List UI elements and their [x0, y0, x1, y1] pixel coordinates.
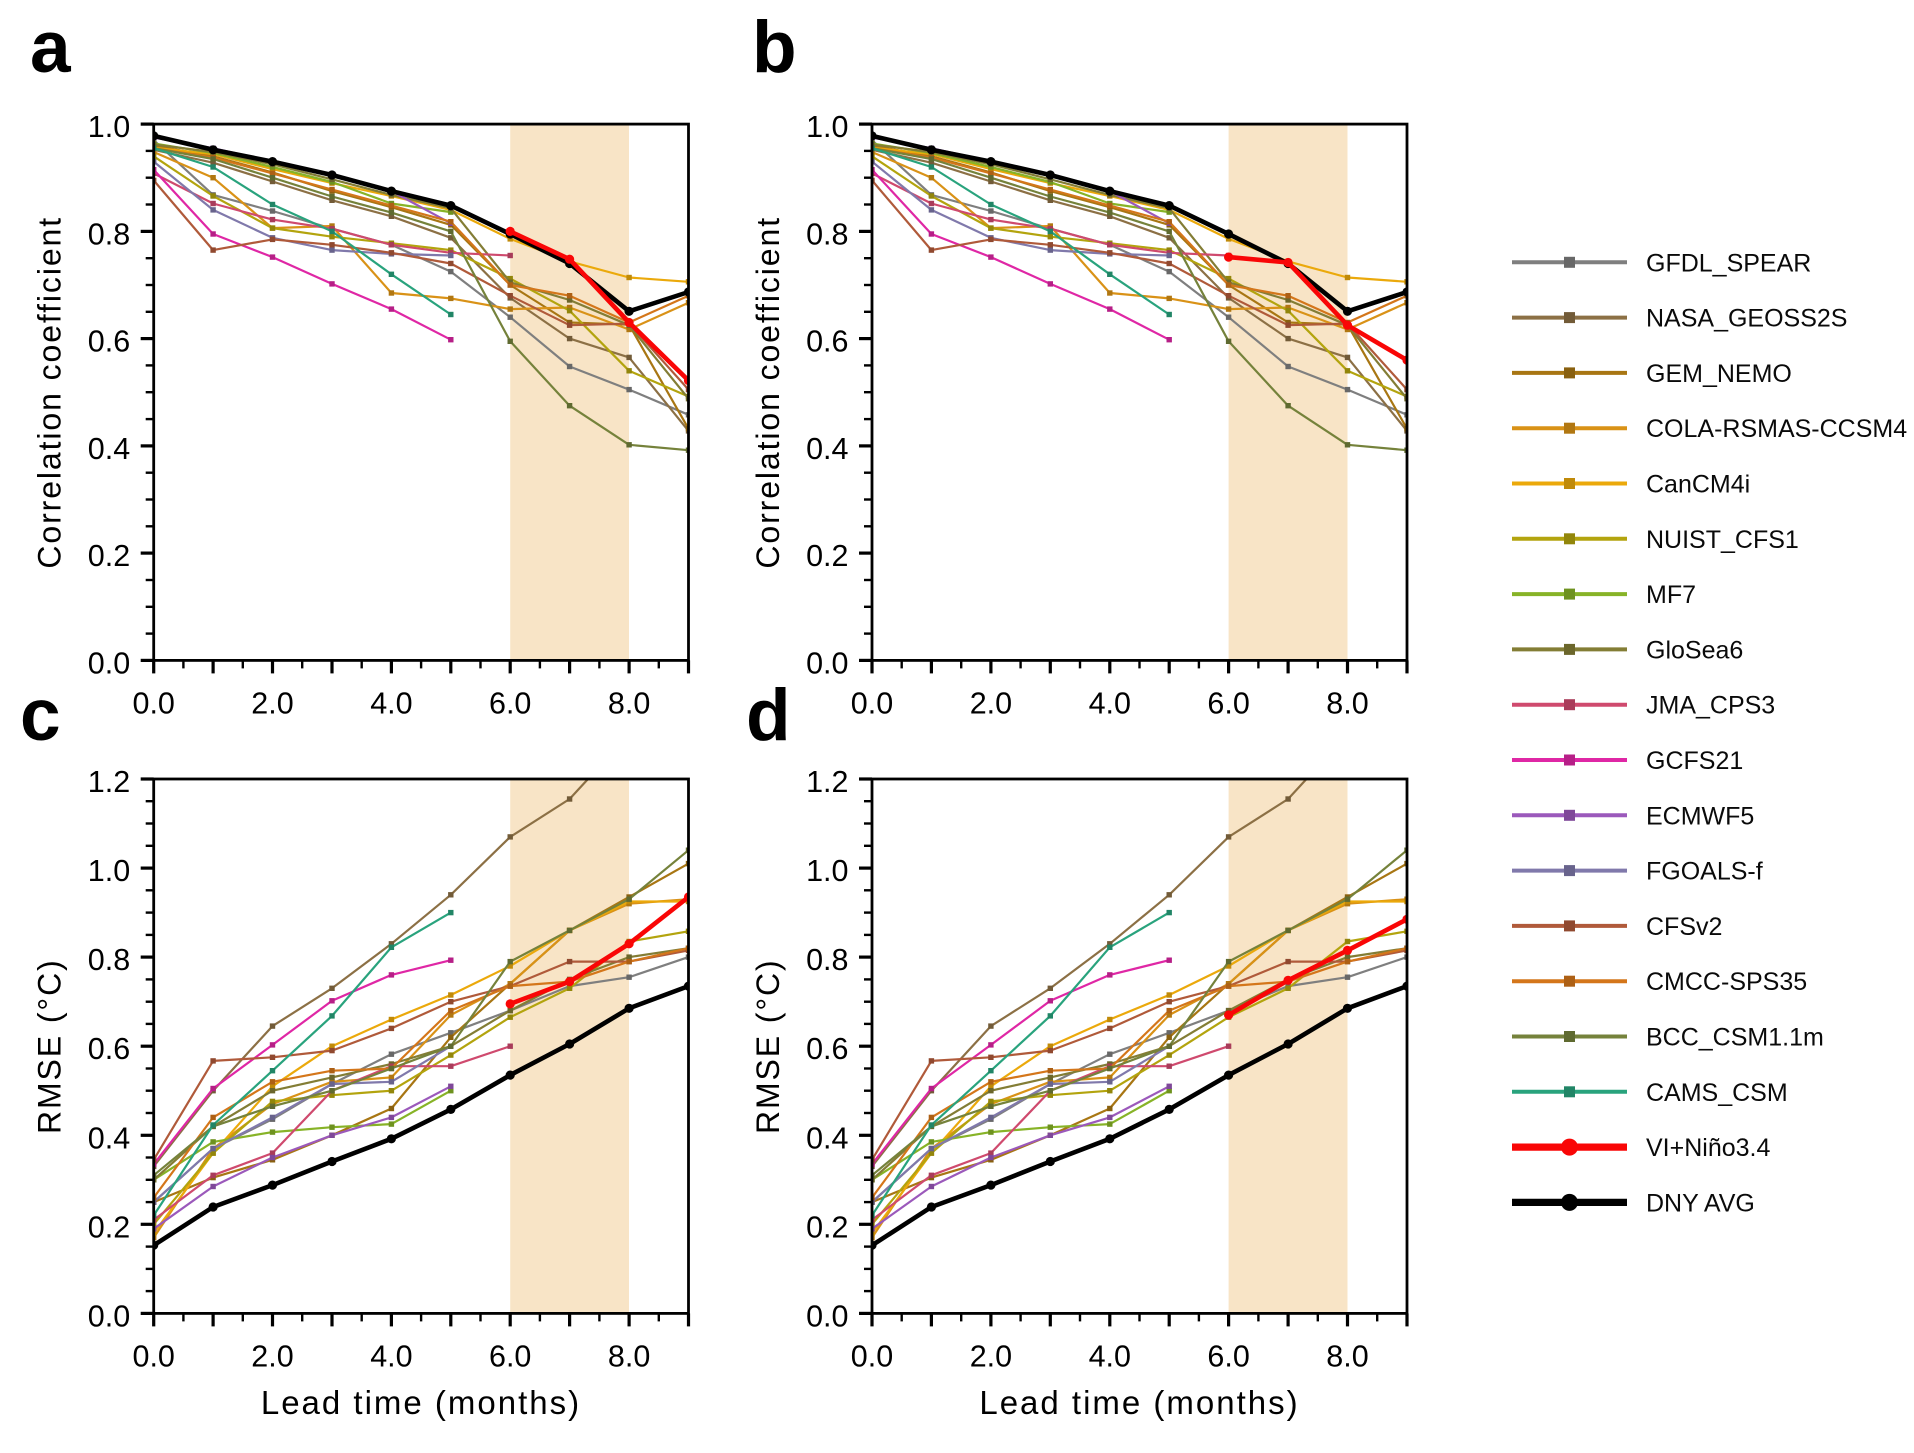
svg-text:0.0: 0.0 — [806, 646, 848, 680]
svg-text:0.2: 0.2 — [88, 1210, 130, 1244]
svg-text:1.0: 1.0 — [806, 110, 848, 144]
svg-text:Lead time (months): Lead time (months) — [979, 1384, 1299, 1421]
svg-text:0.6: 0.6 — [88, 325, 130, 359]
svg-text:ECMWF5: ECMWF5 — [1646, 802, 1754, 830]
svg-text:0.0: 0.0 — [88, 1299, 130, 1333]
svg-text:0.8: 0.8 — [88, 943, 130, 977]
svg-text:4.0: 4.0 — [370, 686, 412, 720]
svg-text:1.2: 1.2 — [806, 765, 848, 799]
svg-text:0.8: 0.8 — [88, 217, 130, 251]
svg-text:0.6: 0.6 — [88, 1032, 130, 1066]
svg-text:0.8: 0.8 — [806, 943, 848, 977]
svg-text:2.0: 2.0 — [251, 1339, 293, 1373]
svg-text:0.0: 0.0 — [851, 686, 893, 720]
svg-text:0.4: 0.4 — [88, 432, 130, 466]
svg-text:1.2: 1.2 — [88, 765, 130, 799]
svg-text:COLA-RSMAS-CCSM4: COLA-RSMAS-CCSM4 — [1646, 415, 1907, 443]
svg-text:0.2: 0.2 — [806, 539, 848, 573]
svg-text:0.6: 0.6 — [806, 1032, 848, 1066]
svg-text:RMSE (°C): RMSE (°C) — [32, 958, 68, 1134]
svg-text:4.0: 4.0 — [1089, 1339, 1131, 1373]
svg-text:0.0: 0.0 — [88, 646, 130, 680]
svg-text:CFSv2: CFSv2 — [1646, 913, 1722, 941]
svg-text:6.0: 6.0 — [489, 1339, 531, 1373]
svg-text:0.4: 0.4 — [806, 1121, 848, 1155]
svg-text:0.0: 0.0 — [132, 1339, 174, 1373]
svg-text:c: c — [20, 675, 61, 756]
svg-text:0.0: 0.0 — [132, 686, 174, 720]
svg-text:b: b — [752, 7, 797, 88]
svg-text:0.2: 0.2 — [806, 1210, 848, 1244]
svg-text:1.0: 1.0 — [806, 854, 848, 888]
svg-text:NUIST_CFS1: NUIST_CFS1 — [1646, 526, 1799, 554]
svg-text:6.0: 6.0 — [1207, 686, 1249, 720]
svg-text:BCC_CSM1.1m: BCC_CSM1.1m — [1646, 1024, 1824, 1052]
svg-text:FGOALS-f: FGOALS-f — [1646, 858, 1763, 886]
svg-text:Correlation coefficient: Correlation coefficient — [750, 216, 786, 569]
svg-text:6.0: 6.0 — [1207, 1339, 1249, 1373]
svg-text:d: d — [746, 675, 791, 756]
svg-text:0.6: 0.6 — [806, 325, 848, 359]
svg-text:4.0: 4.0 — [1089, 686, 1131, 720]
svg-text:a: a — [30, 7, 72, 88]
svg-text:GloSea6: GloSea6 — [1646, 636, 1743, 664]
svg-text:0.4: 0.4 — [88, 1121, 130, 1155]
svg-text:CMCC-SPS35: CMCC-SPS35 — [1646, 968, 1807, 996]
svg-text:0.4: 0.4 — [806, 432, 848, 466]
svg-text:1.0: 1.0 — [88, 854, 130, 888]
svg-text:8.0: 8.0 — [608, 1339, 650, 1373]
svg-text:8.0: 8.0 — [1326, 1339, 1368, 1373]
svg-text:0.0: 0.0 — [806, 1299, 848, 1333]
svg-text:NASA_GEOSS2S: NASA_GEOSS2S — [1646, 305, 1847, 333]
svg-text:2.0: 2.0 — [970, 1339, 1012, 1373]
svg-text:JMA_CPS3: JMA_CPS3 — [1646, 692, 1775, 720]
svg-text:MF7: MF7 — [1646, 581, 1696, 609]
svg-text:Correlation coefficient: Correlation coefficient — [32, 216, 68, 569]
svg-text:8.0: 8.0 — [608, 686, 650, 720]
svg-text:8.0: 8.0 — [1326, 686, 1368, 720]
svg-text:0.8: 0.8 — [806, 217, 848, 251]
svg-text:2.0: 2.0 — [970, 686, 1012, 720]
svg-text:VI+Niño3.4: VI+Niño3.4 — [1646, 1134, 1770, 1162]
svg-text:CanCM4i: CanCM4i — [1646, 471, 1750, 499]
svg-text:DNY AVG: DNY AVG — [1646, 1189, 1755, 1217]
svg-text:GCFS21: GCFS21 — [1646, 747, 1743, 775]
svg-text:4.0: 4.0 — [370, 1339, 412, 1373]
svg-text:6.0: 6.0 — [489, 686, 531, 720]
svg-text:RMSE (°C): RMSE (°C) — [750, 958, 786, 1134]
svg-text:Lead time (months): Lead time (months) — [261, 1384, 581, 1421]
svg-text:2.0: 2.0 — [251, 686, 293, 720]
svg-text:0.0: 0.0 — [851, 1339, 893, 1373]
svg-text:GEM_NEMO: GEM_NEMO — [1646, 360, 1792, 388]
svg-text:CAMS_CSM: CAMS_CSM — [1646, 1079, 1788, 1107]
svg-text:0.2: 0.2 — [88, 539, 130, 573]
svg-text:1.0: 1.0 — [88, 110, 130, 144]
svg-text:GFDL_SPEAR: GFDL_SPEAR — [1646, 249, 1811, 277]
